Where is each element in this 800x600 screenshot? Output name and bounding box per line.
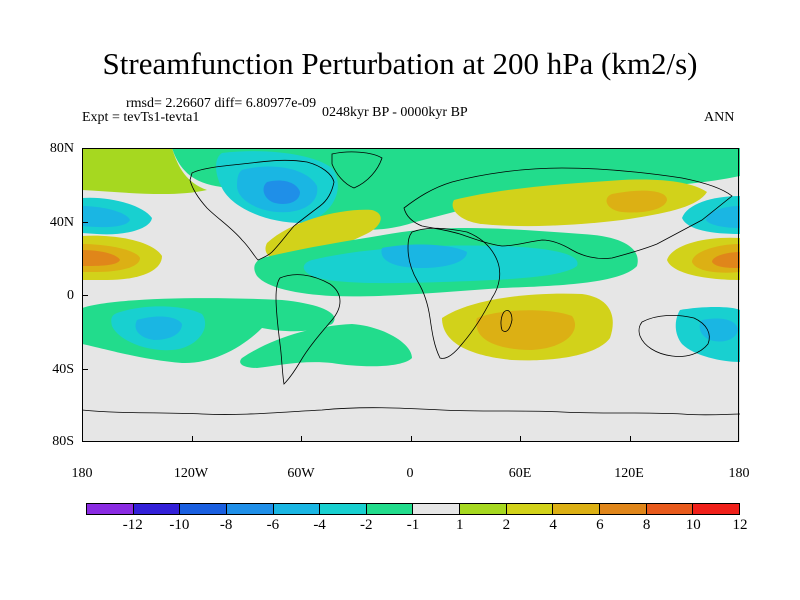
colorbar-swatch (413, 504, 461, 514)
colorbar-label: 1 (455, 517, 464, 533)
colorbar-label: 8 (642, 517, 651, 533)
lat-label: 40S (52, 362, 74, 377)
colorbar (86, 503, 740, 515)
coast-north-america (189, 159, 335, 261)
pos-nw-pacific-band (82, 148, 207, 195)
lon-label: 60E (508, 466, 532, 481)
colorbar-label: 2 (502, 517, 511, 533)
colorbar-label: -8 (219, 517, 233, 533)
colorbar-swatch (693, 504, 739, 514)
experiment-label: Expt = tevTs1-tevta1 (82, 110, 200, 125)
map-svg (82, 148, 740, 442)
season-label: ANN (704, 110, 735, 125)
colorbar-swatch (600, 504, 647, 514)
lat-label: 0 (67, 288, 74, 303)
lon-tick (630, 436, 631, 442)
colorbar-label: 6 (596, 517, 604, 533)
pos-asia-core (606, 190, 667, 213)
lon-label: 120E (614, 466, 644, 481)
colorbar-label: -6 (266, 517, 280, 533)
lon-label: 180 (71, 466, 93, 481)
lat-tick (82, 222, 88, 223)
colorbar-swatch (226, 504, 274, 514)
lon-label: 60W (287, 466, 315, 481)
lon-tick (192, 436, 193, 442)
neg-africa-core (381, 244, 467, 268)
colorbar-label: 10 (685, 517, 701, 533)
neg-north-america-inner (263, 180, 300, 204)
colorbar-label: 4 (549, 517, 557, 533)
coast-europe-asia (403, 167, 733, 259)
neg-west-pacific-core (82, 206, 130, 228)
pos-atlantic (265, 209, 381, 260)
coast-africa (407, 227, 501, 359)
colorbar-label: -12 (122, 517, 143, 533)
pos-east-pacific-inner (712, 252, 740, 268)
lat-tick (82, 148, 88, 149)
neg-east-pacific-core (706, 206, 740, 228)
coast-antarctica (82, 407, 740, 416)
lat-label: 40N (49, 215, 74, 230)
neg-south-america (240, 324, 412, 368)
lon-label: 120W (173, 466, 209, 481)
colorbar-swatch (646, 504, 694, 514)
colorbar-label: -1 (406, 517, 420, 533)
colorbar-swatch (273, 504, 321, 514)
coast-madagascar (500, 310, 513, 332)
colorbar-swatch (87, 504, 134, 514)
colorbar-swatch (133, 504, 181, 514)
colorbar-swatch (366, 504, 414, 514)
colorbar-swatch (506, 504, 554, 514)
period-label: 0248kyr BP - 0000kyr BP (322, 105, 468, 120)
lon-label: 180 (728, 466, 750, 481)
neg-south-pacific-inner (135, 316, 182, 340)
contour-fills (82, 148, 740, 368)
stats-text: rmsd= 2.26607 diff= 6.80977e-09 (126, 96, 317, 111)
coastlines (82, 151, 740, 416)
lat-tick (82, 369, 88, 370)
colorbar-swatch (460, 504, 507, 514)
lat-label: 80S (52, 434, 74, 449)
lon-tick (411, 436, 412, 442)
lat-tick (82, 295, 88, 296)
lat-tick (82, 441, 88, 442)
chart-title: Streamfunction Perturbation at 200 hPa (… (102, 46, 698, 81)
colorbar-label: 12 (732, 517, 748, 533)
colorbar-label: -10 (169, 517, 190, 533)
lon-label: 0 (406, 466, 414, 481)
coast-australia (638, 314, 710, 357)
lat-label: 80N (49, 141, 74, 156)
pos-west-pacific-inner (82, 250, 120, 266)
lon-tick (301, 436, 302, 442)
map-panel (82, 148, 740, 442)
coast-south-america (275, 274, 341, 385)
colorbar-swatch (320, 504, 367, 514)
colorbar-swatch (180, 504, 227, 514)
colorbar-label: -4 (313, 517, 326, 533)
colorbar-label: -2 (360, 517, 373, 533)
colorbar-swatch (553, 504, 601, 514)
lon-tick (520, 436, 521, 442)
coast-greenland (331, 151, 383, 189)
